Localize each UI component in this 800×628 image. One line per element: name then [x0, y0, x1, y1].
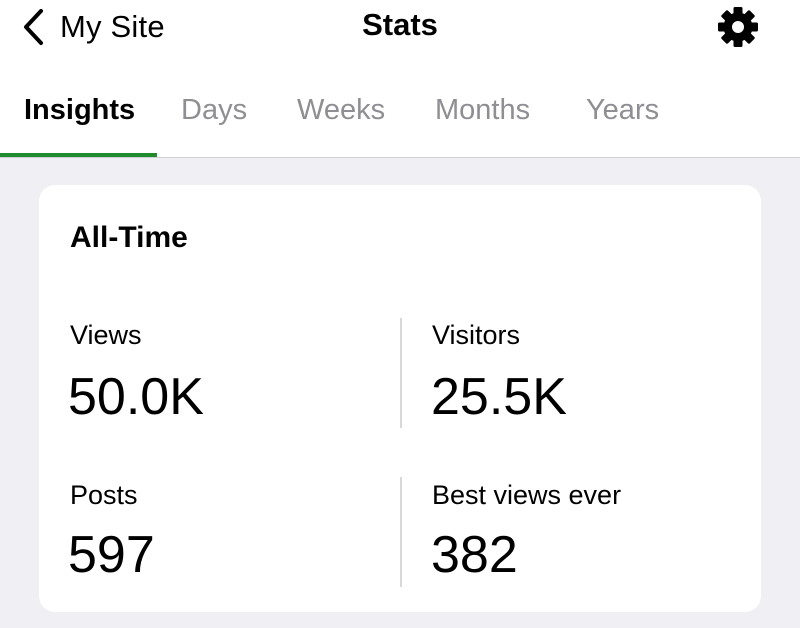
tab-insights[interactable]: Insights [24, 94, 136, 126]
all-time-card: All-Time Views 50.0K Visitors 25.5K Post… [39, 185, 761, 612]
chevron-left-icon [20, 7, 46, 47]
active-tab-indicator [0, 153, 157, 157]
posts-value: 597 [68, 526, 155, 584]
tab-days[interactable]: Days [181, 94, 248, 126]
column-divider [400, 318, 402, 428]
card-title: All-Time [70, 221, 188, 254]
best-views-value: 382 [431, 526, 518, 584]
posts-label: Posts [70, 480, 138, 510]
views-value: 50.0K [68, 368, 204, 426]
settings-button[interactable] [715, 4, 761, 50]
tab-months[interactable]: Months [435, 94, 531, 126]
period-tabs: Insights Days Weeks Months Years [0, 82, 800, 158]
tab-weeks[interactable]: Weeks [297, 94, 386, 126]
gear-icon [715, 4, 761, 50]
visitors-label: Visitors [432, 320, 521, 350]
back-button-label: My Site [60, 9, 165, 44]
tab-years[interactable]: Years [586, 94, 660, 126]
top-bar: My Site Stats [0, 0, 800, 158]
back-button[interactable]: My Site [20, 6, 165, 48]
column-divider [400, 477, 402, 587]
best-views-label: Best views ever [432, 480, 622, 510]
views-label: Views [70, 320, 142, 350]
navigation-bar: My Site Stats [0, 0, 800, 56]
visitors-value: 25.5K [431, 368, 567, 426]
